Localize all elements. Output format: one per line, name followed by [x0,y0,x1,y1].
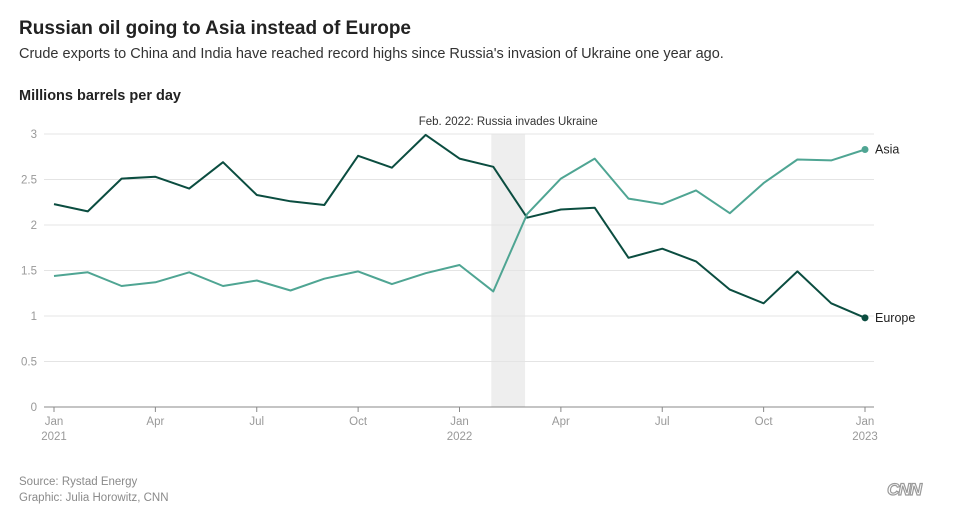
x-tick-label: Jan [450,416,469,428]
chart-subtitle: Crude exports to China and India have re… [19,46,724,62]
y-tick-label: 1 [31,311,37,323]
asia-end-point [861,145,869,153]
cnn-logo: CNN [887,479,923,499]
asia-series-label: Asia [875,142,899,156]
europe-series-line [53,133,866,319]
y-tick-label: 2.5 [21,175,37,187]
y-tick-label: 1.5 [21,266,37,278]
x-tick-year-label: 2021 [41,431,67,443]
x-tick-year-label: 2022 [447,431,473,443]
europe-end-point [861,314,869,322]
x-tick-year-label: 2023 [852,431,878,443]
y-axis-label: Millions barrels per day [19,88,181,104]
y-tick-label: 0 [31,402,37,414]
annotation-label: Feb. 2022: Russia invades Ukraine [419,116,598,128]
chart-title: Russian oil going to Asia instead of Eur… [19,18,411,39]
y-tick-label: 2 [31,220,37,232]
x-tick-label: Oct [349,416,368,428]
y-tick-label: 3 [31,129,37,141]
x-tick-label: Jan [856,416,875,428]
x-tick-label: Jan [45,416,64,428]
x-tick-label: Apr [146,416,164,428]
asia-series-line [53,148,866,293]
y-tick-label: 0.5 [21,357,37,369]
graphic-credit: Graphic: Julia Horowitz, CNN [19,492,169,504]
x-tick-label: Apr [552,416,570,428]
x-tick-label: Oct [755,416,774,428]
x-tick-label: Jul [249,416,264,428]
europe-series-label: Europe [875,311,915,325]
x-tick-label: Jul [655,416,670,428]
source-note: Source: Rystad Energy [19,476,138,488]
